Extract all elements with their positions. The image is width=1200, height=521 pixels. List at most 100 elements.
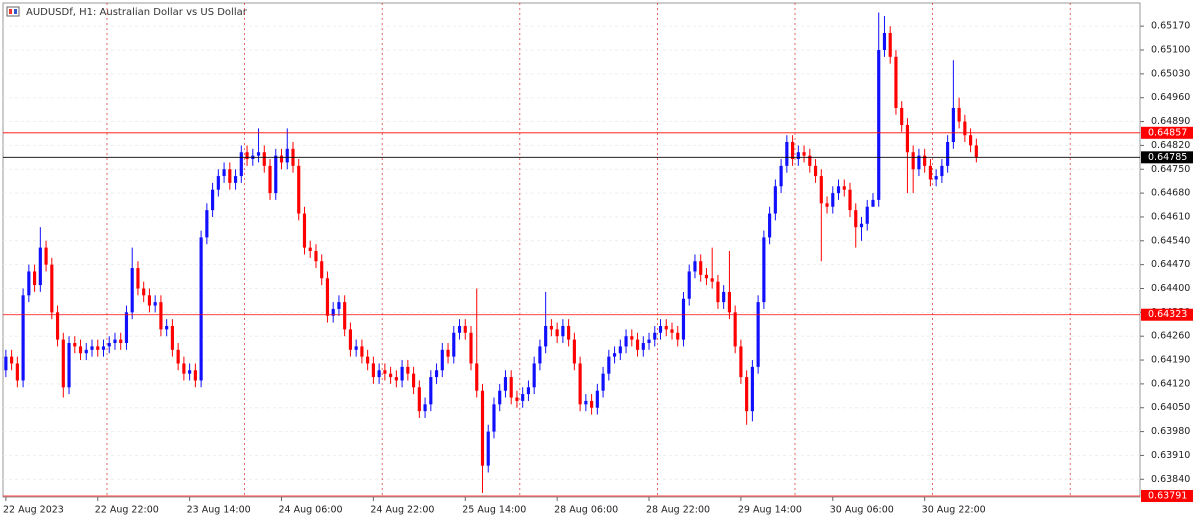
candle-body <box>33 271 37 286</box>
candle-body <box>641 343 645 350</box>
candle-body <box>429 377 433 405</box>
candle-body <box>595 390 599 408</box>
candle-body <box>503 377 508 391</box>
y-tick-label: 0.63840 <box>1151 474 1190 485</box>
candle-body <box>96 346 100 350</box>
y-tick-label: 0.63980 <box>1151 426 1190 437</box>
candle-body <box>463 325 467 333</box>
candle-body <box>389 373 393 378</box>
candle-body <box>762 237 766 303</box>
candle-body <box>601 373 605 391</box>
candle-body <box>119 339 123 344</box>
candle-body <box>882 32 887 51</box>
candle-body <box>653 332 657 340</box>
price-label: 0.63791 <box>1148 490 1187 501</box>
y-tick-label: 0.64400 <box>1151 283 1190 294</box>
candle-body <box>302 213 307 248</box>
candle-body <box>848 189 852 211</box>
candle-body <box>10 356 14 364</box>
candle-body <box>285 148 289 163</box>
candle-body <box>928 165 932 180</box>
candle-body <box>572 339 576 364</box>
plot-frame <box>2 2 1141 498</box>
candle-body <box>934 176 938 180</box>
candle-body <box>113 339 117 344</box>
x-tick-label: 30 Aug 22:00 <box>922 505 986 516</box>
candle-body <box>406 366 410 374</box>
candle-body <box>974 145 978 158</box>
candle-body <box>383 370 387 374</box>
candle-body <box>354 346 358 350</box>
candle-body <box>865 206 869 224</box>
candle-body <box>836 186 841 194</box>
candle-body <box>136 268 140 289</box>
candle-body <box>440 349 444 371</box>
candle-body <box>727 291 731 313</box>
y-tick-label: 0.64470 <box>1151 259 1190 270</box>
candle-body <box>147 295 152 306</box>
candle-body <box>412 373 416 388</box>
candle-body <box>515 397 519 401</box>
candle-body <box>768 213 772 238</box>
price-label-box <box>1141 489 1193 502</box>
candle-body <box>578 363 582 405</box>
candle-body <box>521 394 525 401</box>
candle-body <box>165 325 169 330</box>
candle-body <box>940 165 944 177</box>
candle-body <box>647 339 651 344</box>
candle-body <box>670 329 674 333</box>
candle-body <box>704 274 709 279</box>
candle-body <box>584 400 588 405</box>
candle-body <box>331 308 335 316</box>
candle-body <box>337 302 341 309</box>
candle-body <box>366 356 370 364</box>
candle-body <box>371 363 375 378</box>
candle-body <box>923 155 927 166</box>
candle-body <box>911 152 915 170</box>
candle-body <box>475 363 479 391</box>
candle-body <box>400 366 404 381</box>
candle-body <box>417 387 421 412</box>
candle-body <box>256 152 261 156</box>
candle-body <box>211 189 215 211</box>
candle-body <box>61 339 65 388</box>
candle-body <box>722 291 726 303</box>
candle-body <box>791 142 795 160</box>
candle-body <box>555 329 559 337</box>
candle-body <box>55 312 60 340</box>
candle-body <box>498 390 502 405</box>
price-label-box <box>1141 126 1193 139</box>
candle-body <box>561 325 565 337</box>
candle-body <box>130 268 134 313</box>
candle-body <box>957 107 961 122</box>
candle-body <box>67 343 71 388</box>
candle-body <box>710 278 714 282</box>
candle-body <box>233 176 238 183</box>
candle-body <box>325 278 330 316</box>
candle-body <box>262 152 266 166</box>
candle-body <box>394 377 398 381</box>
candle-body <box>205 210 209 238</box>
x-tick-label: 30 Aug 06:00 <box>830 505 894 516</box>
candle-body <box>486 431 490 466</box>
candle-body <box>50 264 54 313</box>
candle-body <box>480 390 485 466</box>
candle-body <box>687 271 691 299</box>
candle-body <box>509 377 513 398</box>
candle-body <box>15 363 19 381</box>
candle-body <box>951 107 955 143</box>
candle-body <box>567 325 571 340</box>
x-tick-label: 29 Aug 14:00 <box>738 505 802 516</box>
candle-body <box>716 281 720 303</box>
y-tick-label: 0.64120 <box>1151 378 1190 389</box>
price-label-box <box>1141 151 1193 164</box>
candle-body <box>750 366 754 412</box>
x-tick-label: 22 Aug 2023 <box>3 505 64 516</box>
candle-body <box>842 186 846 190</box>
candle-body <box>532 363 536 388</box>
candle-body <box>900 107 904 125</box>
candle-body <box>859 223 864 228</box>
candle-body <box>377 370 381 378</box>
